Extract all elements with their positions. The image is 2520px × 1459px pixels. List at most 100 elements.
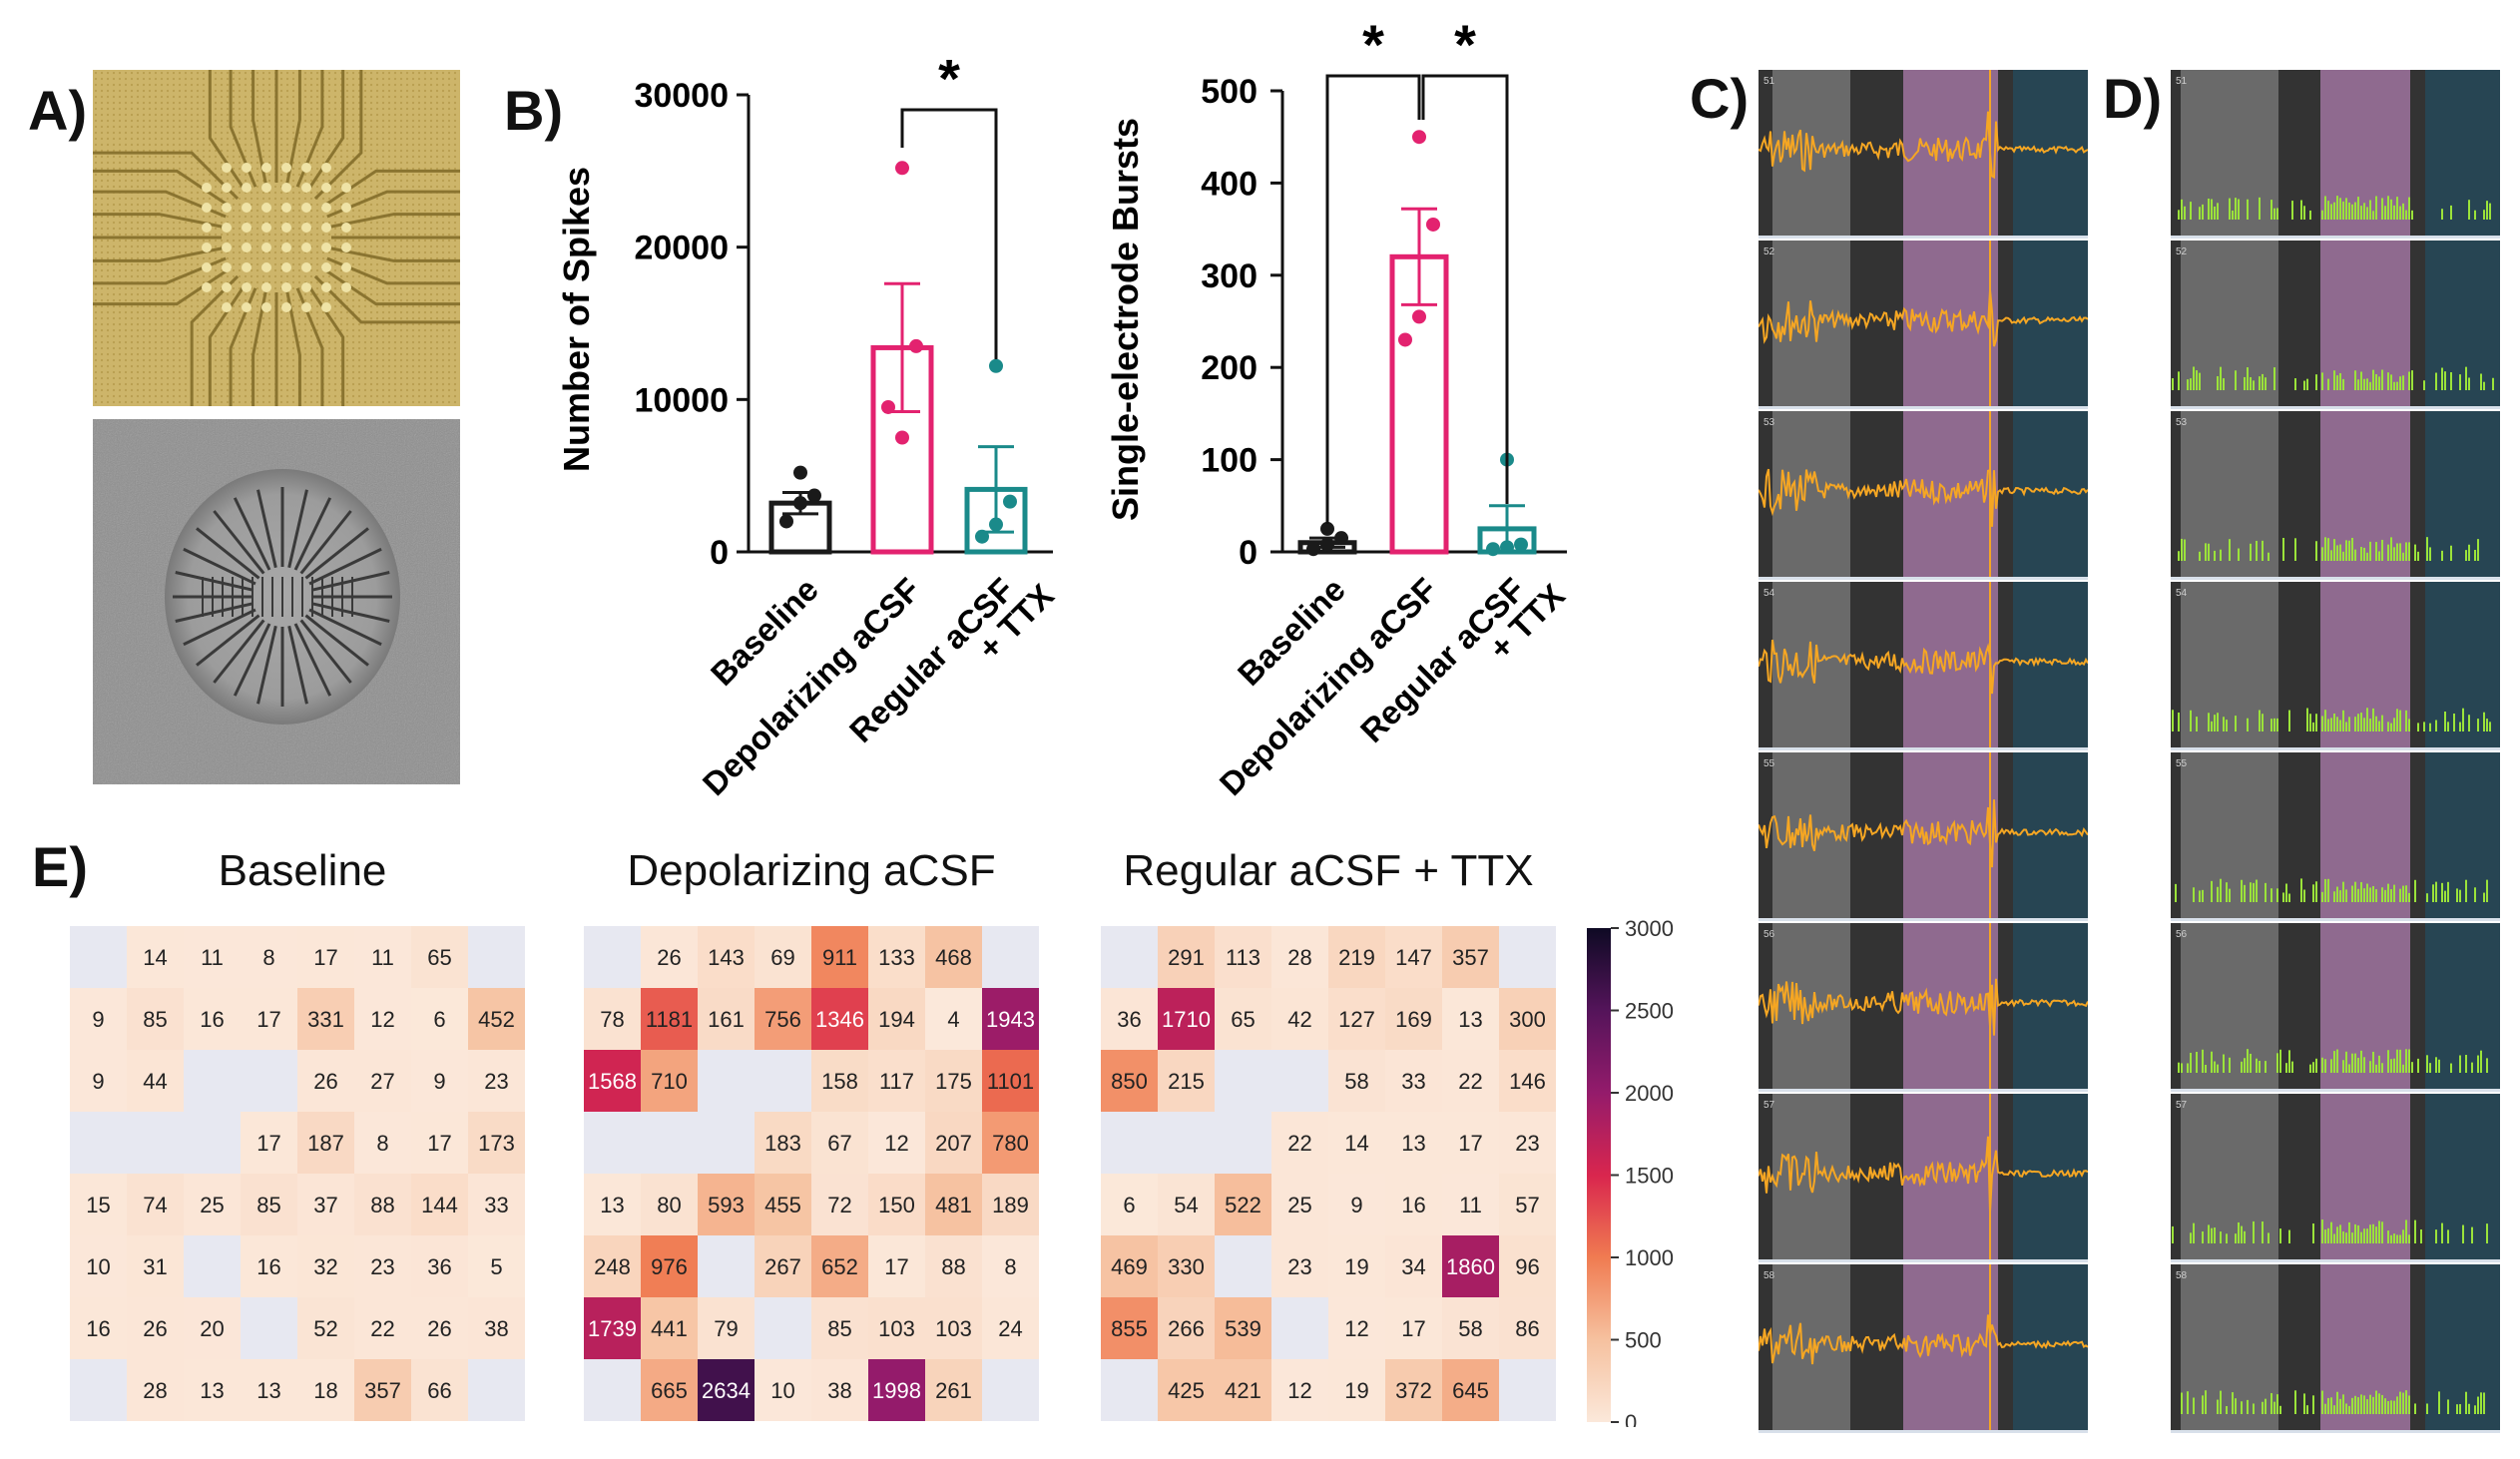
heatmap-cell-value: 23 <box>1515 1131 1539 1156</box>
heatmap-cell <box>1271 988 1328 1050</box>
data-point <box>1398 332 1412 347</box>
data-point <box>975 529 989 544</box>
heatmap-cell <box>354 926 411 988</box>
y-tick-label: 100 <box>1201 442 1258 480</box>
heatmap-cell <box>584 1235 641 1297</box>
heatmap-cell <box>868 1112 925 1174</box>
heatmap-cell-value: 452 <box>478 1007 515 1032</box>
heatmap-cell <box>411 926 468 988</box>
trace-background <box>1850 752 1903 920</box>
voltage-trace <box>1759 468 2088 527</box>
heatmap-cell <box>241 1174 297 1235</box>
mea-electrode <box>281 183 291 193</box>
heatmap-cell-value: 13 <box>600 1193 624 1217</box>
trace-background <box>2410 582 2425 749</box>
raw-traces-panel: 51 52 53 54 55 56 57 58 <box>1759 70 2088 1433</box>
heatmap-cell-value: 481 <box>935 1193 972 1217</box>
heatmap-cell-value: 22 <box>1287 1131 1311 1156</box>
heatmap-cell-value: 26 <box>313 1069 337 1094</box>
heatmap-cell-value: 175 <box>935 1069 972 1094</box>
heatmap-cell-value: 330 <box>1168 1254 1205 1279</box>
heatmap-cell-value: 24 <box>998 1316 1022 1341</box>
tissue-trace <box>213 619 265 684</box>
heatmap-cell <box>698 1297 755 1359</box>
mea-electrode <box>341 262 351 272</box>
channel-label: 52 <box>1764 246 1775 257</box>
heatmap-cell-value: 103 <box>935 1316 972 1341</box>
heatmap-cell-value: 645 <box>1452 1378 1489 1403</box>
heatmap-cell <box>755 1112 811 1174</box>
mea-electrode <box>222 163 232 173</box>
heatmap-cell <box>1385 1174 1442 1235</box>
heatmap-cell-value: 331 <box>307 1007 344 1032</box>
heatmap-cell-value: 13 <box>200 1378 224 1403</box>
heatmap-cell-value: 88 <box>370 1193 394 1217</box>
heatmap-cell-value: 66 <box>427 1378 451 1403</box>
heatmap-cell <box>1385 1359 1442 1421</box>
trace-background <box>1759 70 1772 238</box>
trace-background <box>2171 582 2181 749</box>
heatmap-cell-value: 976 <box>651 1254 688 1279</box>
voltage-trace <box>1759 639 2088 695</box>
trace-background <box>2013 1264 2088 1432</box>
heatmap-cell-value: 17 <box>427 1131 451 1156</box>
trace-background <box>2181 582 2278 749</box>
trace-background <box>2410 411 2425 579</box>
heatmap-cell-value: 187 <box>307 1131 344 1156</box>
trace-background <box>1850 1264 1903 1432</box>
trace-background <box>2013 1094 2088 1261</box>
heatmap-cell <box>1385 1112 1442 1174</box>
heatmap-cell <box>641 988 698 1050</box>
mea-electrode <box>261 203 271 213</box>
heatmap-cell <box>1101 1174 1158 1235</box>
heatmap-cell <box>70 988 127 1050</box>
tissue-trace <box>256 489 277 569</box>
heatmap-cell-value: 1943 <box>986 1007 1035 1032</box>
voltage-trace <box>1759 289 2088 347</box>
voltage-trace <box>1759 111 2088 180</box>
mea-trace <box>93 246 224 262</box>
heatmap-cell <box>1385 988 1442 1050</box>
y-tick-label: 0 <box>710 534 729 572</box>
heatmap-cell <box>755 1050 811 1112</box>
colorbar-tick-label: 1000 <box>1625 1245 1674 1270</box>
heatmap-cell-value: 23 <box>1287 1254 1311 1279</box>
heatmap-cell-value: 12 <box>370 1007 394 1032</box>
heatmap-cell <box>354 1359 411 1421</box>
panel-label-b: B) <box>504 79 564 142</box>
heatmap-cell <box>184 1235 241 1297</box>
channel-label: 56 <box>2176 929 2188 940</box>
heatmap-cell <box>1101 1359 1158 1421</box>
heatmap-cell <box>1158 1235 1215 1297</box>
tissue-trace <box>299 619 352 684</box>
voltage-trace <box>1759 978 2088 1036</box>
heatmap-cell-value: 4 <box>947 1007 959 1032</box>
trace-background <box>1772 1094 1850 1261</box>
heatmap-cell <box>70 1235 127 1297</box>
heatmap-cell-value: 32 <box>313 1254 337 1279</box>
heatmap-cell-value: 25 <box>200 1193 224 1217</box>
heatmap-cell <box>354 1112 411 1174</box>
heatmap-cell-value: 103 <box>878 1316 915 1341</box>
heatmap-cell-value: 79 <box>714 1316 738 1341</box>
heatmap-cell <box>1215 1174 1271 1235</box>
heatmap-cell <box>641 1112 698 1174</box>
heatmap-cell <box>868 988 925 1050</box>
mea-trace <box>329 246 460 262</box>
data-point <box>793 496 807 511</box>
heatmap-cell <box>811 1297 868 1359</box>
heatmap-cell <box>811 1174 868 1235</box>
channel-label: 52 <box>2176 246 2188 257</box>
heatmap-cell <box>755 1235 811 1297</box>
significance-bracket <box>1325 74 1421 524</box>
heatmap-cell-value: 117 <box>879 1069 914 1094</box>
heatmap-cell-value: 150 <box>878 1193 915 1217</box>
tissue-trace <box>304 614 369 667</box>
heatmap-cell-value: 36 <box>1117 1007 1141 1032</box>
heatmap-cell <box>1385 1235 1442 1297</box>
row-separator <box>1759 236 2088 239</box>
heatmap-cell <box>127 988 184 1050</box>
tissue-trace <box>233 623 271 697</box>
heatmap-cell-value: 9 <box>433 1069 445 1094</box>
heatmap-cell <box>584 1359 641 1421</box>
